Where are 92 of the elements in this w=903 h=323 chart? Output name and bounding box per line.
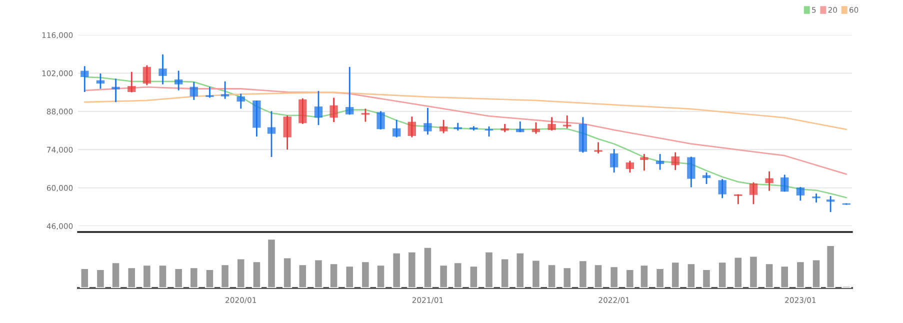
bar [189, 266, 199, 288]
candlestick [656, 153, 664, 170]
bar [174, 268, 184, 288]
candlestick [424, 107, 432, 136]
candlestick [532, 122, 540, 134]
candlestick [548, 116, 556, 132]
candlestick [765, 170, 774, 192]
bar [266, 238, 276, 288]
bar [500, 258, 510, 288]
bar [360, 260, 370, 288]
candlestick [220, 80, 230, 100]
candlestick [346, 66, 354, 116]
candlestick [594, 142, 602, 154]
candlestick [392, 119, 401, 138]
bar [344, 265, 354, 288]
bar [578, 260, 588, 288]
bar [639, 264, 649, 288]
candlestick [780, 174, 789, 192]
bar [484, 250, 494, 288]
candlestick [298, 98, 307, 125]
candlestick [408, 116, 416, 138]
candlestick [174, 70, 183, 92]
bar [826, 244, 836, 288]
bar [718, 261, 728, 288]
candlestick [718, 178, 726, 199]
bar [780, 265, 790, 288]
bar [314, 258, 324, 288]
candlestick [812, 192, 820, 204]
candlestick [749, 182, 758, 205]
bar [562, 266, 572, 288]
candlestick [439, 119, 448, 134]
candlestick [158, 54, 167, 86]
bar [670, 261, 680, 288]
candlestick [361, 108, 370, 122]
candlestick [796, 186, 805, 202]
bar [796, 260, 806, 288]
candlestick [626, 160, 634, 174]
bar [515, 252, 525, 288]
bar [655, 268, 665, 288]
bar [142, 264, 152, 288]
bar [625, 268, 635, 288]
bar [748, 255, 758, 288]
candlestick [702, 172, 711, 185]
bar [298, 264, 308, 288]
bar [158, 264, 168, 288]
bar [609, 266, 619, 288]
candlestick [236, 92, 245, 110]
candlestick [80, 65, 89, 93]
bar [236, 258, 246, 288]
bar [422, 246, 433, 288]
bar [686, 262, 696, 288]
candlestick [314, 90, 323, 126]
candlestick [484, 126, 494, 138]
bar [407, 250, 417, 288]
bar [764, 262, 774, 288]
bar [733, 256, 743, 288]
candlestick [610, 148, 618, 174]
candlestick [671, 152, 680, 171]
bar [252, 260, 262, 288]
bar [376, 264, 386, 288]
bar [811, 258, 822, 288]
bar [392, 252, 402, 288]
candlestick [112, 78, 120, 103]
bar [438, 264, 448, 288]
candlestick [206, 86, 214, 98]
candlestick [128, 71, 136, 93]
bar [111, 262, 121, 288]
candlestick [267, 110, 276, 158]
candlestick [283, 114, 292, 150]
bar [282, 256, 292, 288]
bar [547, 264, 557, 288]
candlestick [96, 72, 105, 90]
bar [453, 262, 463, 288]
bar [531, 259, 541, 288]
bar [96, 268, 106, 288]
line-series [84, 86, 848, 175]
candlestick [563, 114, 572, 130]
bar [593, 264, 604, 288]
bar [126, 266, 136, 288]
candlestick [142, 64, 152, 86]
bar [80, 268, 90, 288]
candlestick [330, 97, 338, 123]
bar [702, 268, 712, 288]
candlestick [190, 81, 198, 101]
candlestick [687, 156, 696, 188]
candlestick [826, 195, 835, 213]
bar [329, 262, 339, 288]
bar [468, 265, 478, 288]
bar [204, 268, 214, 288]
candlestick [376, 110, 385, 130]
bar [220, 264, 230, 288]
candlestick [640, 153, 648, 172]
